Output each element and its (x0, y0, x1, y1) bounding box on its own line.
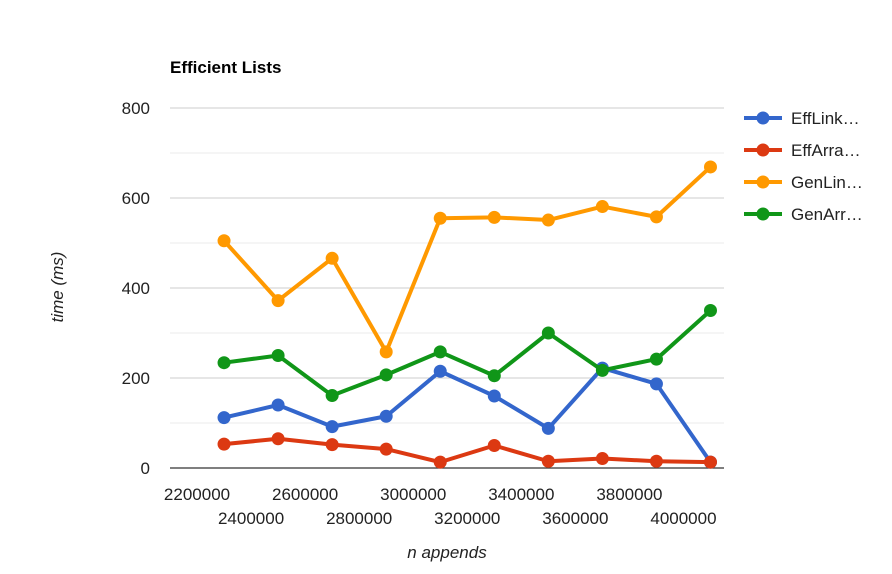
data-point[interactable] (217, 356, 231, 370)
data-point[interactable] (487, 389, 501, 403)
legend-label: EffArra… (791, 141, 861, 160)
legend-swatch-dot (756, 143, 770, 157)
series-line (223, 436, 711, 465)
grid (170, 107, 724, 424)
data-point[interactable] (325, 251, 339, 265)
x-axis-ticks: 2200000 2600000 3000000 3400000 3800000 24000… (164, 485, 717, 528)
data-point[interactable] (649, 210, 663, 224)
y-axis-title: time (ms) (48, 252, 67, 323)
data-point[interactable] (271, 432, 285, 446)
x-tick-label: 3600000 (542, 509, 608, 528)
series-line (223, 366, 713, 464)
data-point[interactable] (379, 409, 393, 423)
data-point[interactable] (649, 352, 663, 366)
data-point[interactable] (703, 304, 717, 317)
legend-label: GenLin… (791, 173, 863, 192)
data-point[interactable] (487, 439, 501, 452)
data-point[interactable] (541, 454, 555, 468)
y-tick-label: 200 (122, 369, 150, 388)
data-point[interactable] (595, 363, 609, 377)
data-point[interactable] (487, 369, 501, 383)
series-4 (217, 304, 717, 403)
legend-item[interactable]: EffArra… (744, 141, 861, 160)
data-point[interactable] (595, 452, 609, 466)
data-point[interactable] (379, 345, 393, 359)
series-line (223, 309, 712, 398)
x-tick-label: 2600000 (272, 485, 338, 504)
x-tick-label: 3000000 (380, 485, 446, 504)
data-point[interactable] (541, 326, 555, 340)
data-point[interactable] (325, 438, 339, 452)
data-point[interactable] (541, 421, 555, 435)
legend-swatch-dot (756, 111, 770, 125)
data-point[interactable] (703, 160, 717, 174)
data-point[interactable] (433, 455, 447, 469)
data-point[interactable] (649, 377, 663, 391)
y-tick-label: 600 (122, 189, 150, 208)
x-tick-label: 3400000 (488, 485, 554, 504)
x-tick-label: 2200000 (164, 485, 230, 504)
legend-item[interactable]: GenLin… (744, 173, 863, 192)
series-line (222, 165, 712, 354)
x-tick-label: 3800000 (596, 485, 662, 504)
x-tick-label: 3200000 (434, 509, 500, 528)
data-point[interactable] (217, 411, 231, 425)
legend-item[interactable]: GenArr… (744, 205, 863, 224)
data-point[interactable] (379, 442, 393, 456)
legend[interactable]: EffLink… EffArra… GenLin… GenArr… (744, 109, 863, 224)
data-point[interactable] (541, 213, 555, 227)
data-point[interactable] (325, 389, 339, 403)
series-group (217, 160, 717, 469)
legend-swatch-dot (756, 207, 770, 221)
y-tick-label: 0 (141, 459, 150, 478)
series-2 (217, 432, 717, 469)
legend-label: GenArr… (791, 205, 863, 224)
data-point[interactable] (595, 200, 609, 214)
data-point[interactable] (379, 368, 393, 382)
x-tick-label: 4000000 (650, 509, 716, 528)
legend-swatch-dot (756, 175, 770, 189)
data-point[interactable] (433, 364, 447, 378)
data-point[interactable] (217, 437, 231, 451)
x-tick-label: 2400000 (218, 509, 284, 528)
y-axis-ticks: 0 200 400 600 800 (122, 99, 150, 478)
legend-label: EffLink… (791, 109, 860, 128)
data-point[interactable] (217, 234, 231, 248)
data-point[interactable] (487, 210, 501, 224)
x-tick-label: 2800000 (326, 509, 392, 528)
chart-title: Efficient Lists (170, 58, 281, 77)
data-point[interactable] (433, 211, 447, 225)
legend-item[interactable]: EffLink… (744, 109, 860, 128)
data-point[interactable] (271, 294, 285, 308)
data-point[interactable] (649, 454, 663, 468)
y-tick-label: 400 (122, 279, 150, 298)
x-axis-title: n appends (407, 543, 487, 562)
data-point[interactable] (325, 420, 339, 434)
data-point[interactable] (433, 345, 447, 359)
series-3 (217, 160, 717, 359)
data-point[interactable] (271, 349, 285, 362)
data-point[interactable] (271, 398, 285, 412)
data-point[interactable] (703, 455, 717, 469)
y-tick-label: 800 (122, 99, 150, 118)
